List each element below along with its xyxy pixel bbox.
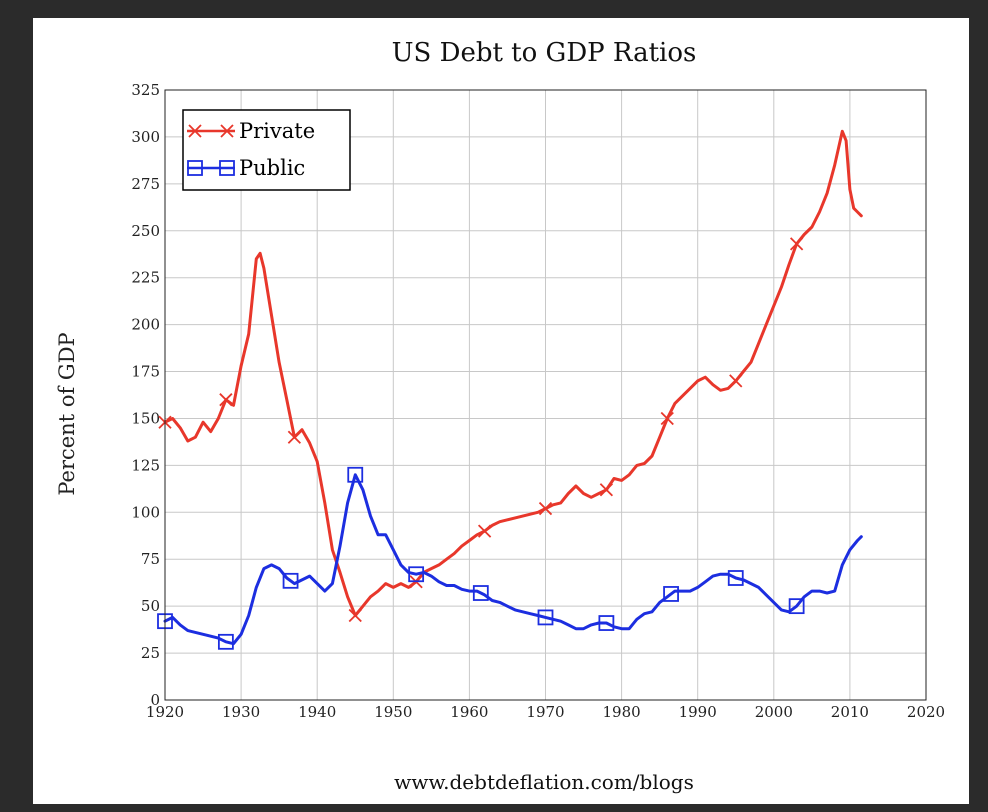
y-tick-label: 225	[131, 269, 160, 287]
public-data-point	[598, 615, 615, 631]
public-series	[157, 466, 863, 650]
private-data-point	[660, 411, 674, 426]
public-data-point	[282, 572, 299, 589]
axis-ticks: 1920 1930 1940 1950 1960 1970 1980 1990 2000 2010…	[131, 81, 945, 721]
public-data-point	[537, 609, 554, 626]
line-chart: US Debt to GDP Ratios Percent of GDP www…	[55, 38, 945, 794]
y-tick-label: 275	[131, 175, 160, 193]
series-layer	[157, 129, 863, 650]
private-data-point	[348, 608, 362, 623]
source-label: www.debtdeflation.com/blogs	[394, 770, 694, 794]
legend-marker	[220, 124, 234, 138]
x-tick-label: 2010	[831, 703, 869, 721]
legend-box	[182, 109, 351, 191]
public-data-point	[663, 586, 679, 602]
private-data-point	[789, 237, 804, 251]
y-tick-label: 25	[141, 644, 160, 662]
y-tick-label: 125	[131, 456, 160, 474]
x-tick-label: 1940	[298, 703, 336, 721]
public-series-line	[163, 473, 863, 646]
private-series-line	[163, 129, 863, 617]
private-data-point	[477, 524, 492, 538]
private-data-point	[599, 483, 614, 497]
legend-item-private: Private	[187, 119, 315, 143]
x-tick-label: 1920	[146, 703, 184, 721]
legend: Private Public	[182, 109, 351, 191]
legend-marker	[187, 160, 203, 176]
y-tick-label: 150	[131, 409, 160, 427]
y-tick-label: 325	[131, 81, 160, 99]
private-data-point	[538, 501, 553, 516]
legend-marker	[188, 124, 202, 138]
y-tick-label: 0	[150, 691, 160, 709]
y-tick-label: 175	[131, 363, 160, 381]
plot-border	[164, 89, 927, 701]
x-tick-label: 1970	[526, 703, 564, 721]
legend-label: Public	[239, 156, 305, 180]
public-data-point	[347, 466, 364, 483]
public-data-point	[727, 570, 744, 586]
legend-item-public: Public	[187, 156, 305, 180]
x-tick-label: 1960	[450, 703, 488, 721]
x-tick-label: 1950	[374, 703, 412, 721]
y-tick-label: 75	[141, 550, 160, 568]
x-tick-label: 1990	[679, 703, 717, 721]
y-tick-label: 200	[131, 316, 160, 334]
y-tick-label: 50	[141, 597, 160, 615]
private-series	[158, 129, 863, 623]
legend-marker	[219, 160, 235, 176]
private-data-point	[287, 430, 302, 444]
y-axis-label: Percent of GDP	[55, 332, 79, 495]
y-tick-label: 250	[131, 222, 160, 240]
private-data-point	[219, 393, 233, 407]
public-data-point	[408, 566, 425, 583]
chart-frame: US Debt to GDP Ratios Percent of GDP www…	[33, 18, 969, 804]
x-tick-label: 1980	[603, 703, 641, 721]
public-data-point	[788, 598, 805, 615]
x-tick-label: 2000	[755, 703, 793, 721]
y-tick-label: 300	[131, 128, 160, 146]
y-tick-label: 100	[131, 503, 160, 521]
x-tick-label: 2020	[907, 703, 945, 721]
public-data-point	[472, 585, 489, 601]
chart-title: US Debt to GDP Ratios	[392, 38, 697, 68]
private-data-point	[729, 374, 743, 388]
x-tick-label: 1930	[222, 703, 260, 721]
legend-label: Private	[239, 119, 315, 143]
public-data-point	[217, 633, 234, 650]
